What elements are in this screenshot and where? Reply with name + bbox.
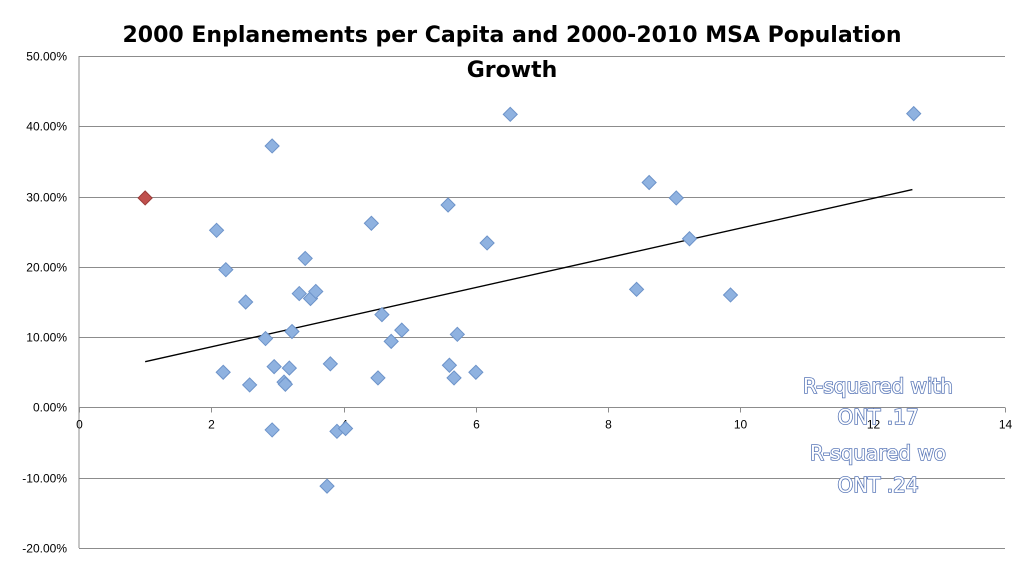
data-point [337,420,354,437]
chart-title-line-1: 2000 Enplanements per Capita and 2000-20… [122,23,901,48]
data-point [449,326,466,343]
data-point [440,197,456,213]
data-point [208,222,225,239]
data-point [277,376,294,392]
y-tick-label: 0.00% [33,401,67,415]
data-point [264,422,280,438]
y-tick-label: -10.00% [22,472,67,486]
data-point [215,364,231,380]
data-point [479,235,495,251]
x-tick-label: 2 [208,418,215,432]
x-tick-label: 6 [473,418,480,432]
x-tick-label: 10 [734,418,748,432]
data-point [237,294,254,310]
data-point [441,357,458,373]
annotation-line-3: R-squared wo [810,441,946,465]
annotation-line-1: R-squared with [803,374,953,398]
data-point [906,105,922,122]
y-tick-label: 40.00% [26,120,67,134]
data-point [374,306,390,323]
trendline [144,188,913,363]
y-axis-ticks: 50.00% 40.00% 30.00% 20.00% 10.00% 0.00% -10.0… [22,50,67,556]
trendline-group [144,188,913,363]
data-point [468,364,484,380]
y-tick-label: 20.00% [26,261,67,275]
data-point [264,138,280,154]
data-point [284,323,300,340]
x-tick-label: 12 [867,418,881,432]
chart-title-line-2: Growth [467,58,558,83]
data-point [266,358,282,375]
y-tick-label: -20.00% [22,542,67,556]
y-tick-label: 50.00% [26,50,67,64]
data-point [668,190,684,206]
data-point [281,360,298,376]
x-tick-label: 8 [605,418,612,432]
data-point [502,106,518,123]
gridlines [78,56,1005,549]
r-squared-annotation: R-squared with ONT .17 R-squared wo ONT … [802,373,954,498]
data-point [241,377,258,393]
data-point [641,174,657,191]
annotation-line-2: ONT .17 [837,405,918,429]
data-point [218,261,234,278]
data-point [291,285,307,302]
data-point [628,281,645,298]
data-point [446,370,462,386]
data-point [722,287,739,303]
data-point [308,283,324,300]
data-point [297,250,313,267]
x-tick-label: 14 [999,418,1013,432]
data-point [383,333,399,350]
data-point [257,330,274,347]
highlighted-data-point [137,190,153,206]
data-points [137,105,922,494]
data-point [363,215,380,231]
data-point [370,370,386,386]
data-point [681,231,698,247]
data-point [394,322,410,338]
x-tick-label: 0 [76,418,83,432]
y-tick-label: 30.00% [26,191,67,205]
y-tick-label: 10.00% [26,331,67,345]
data-point [322,356,339,372]
data-point [319,478,335,494]
annotation-line-4: ONT .24 [837,473,918,497]
